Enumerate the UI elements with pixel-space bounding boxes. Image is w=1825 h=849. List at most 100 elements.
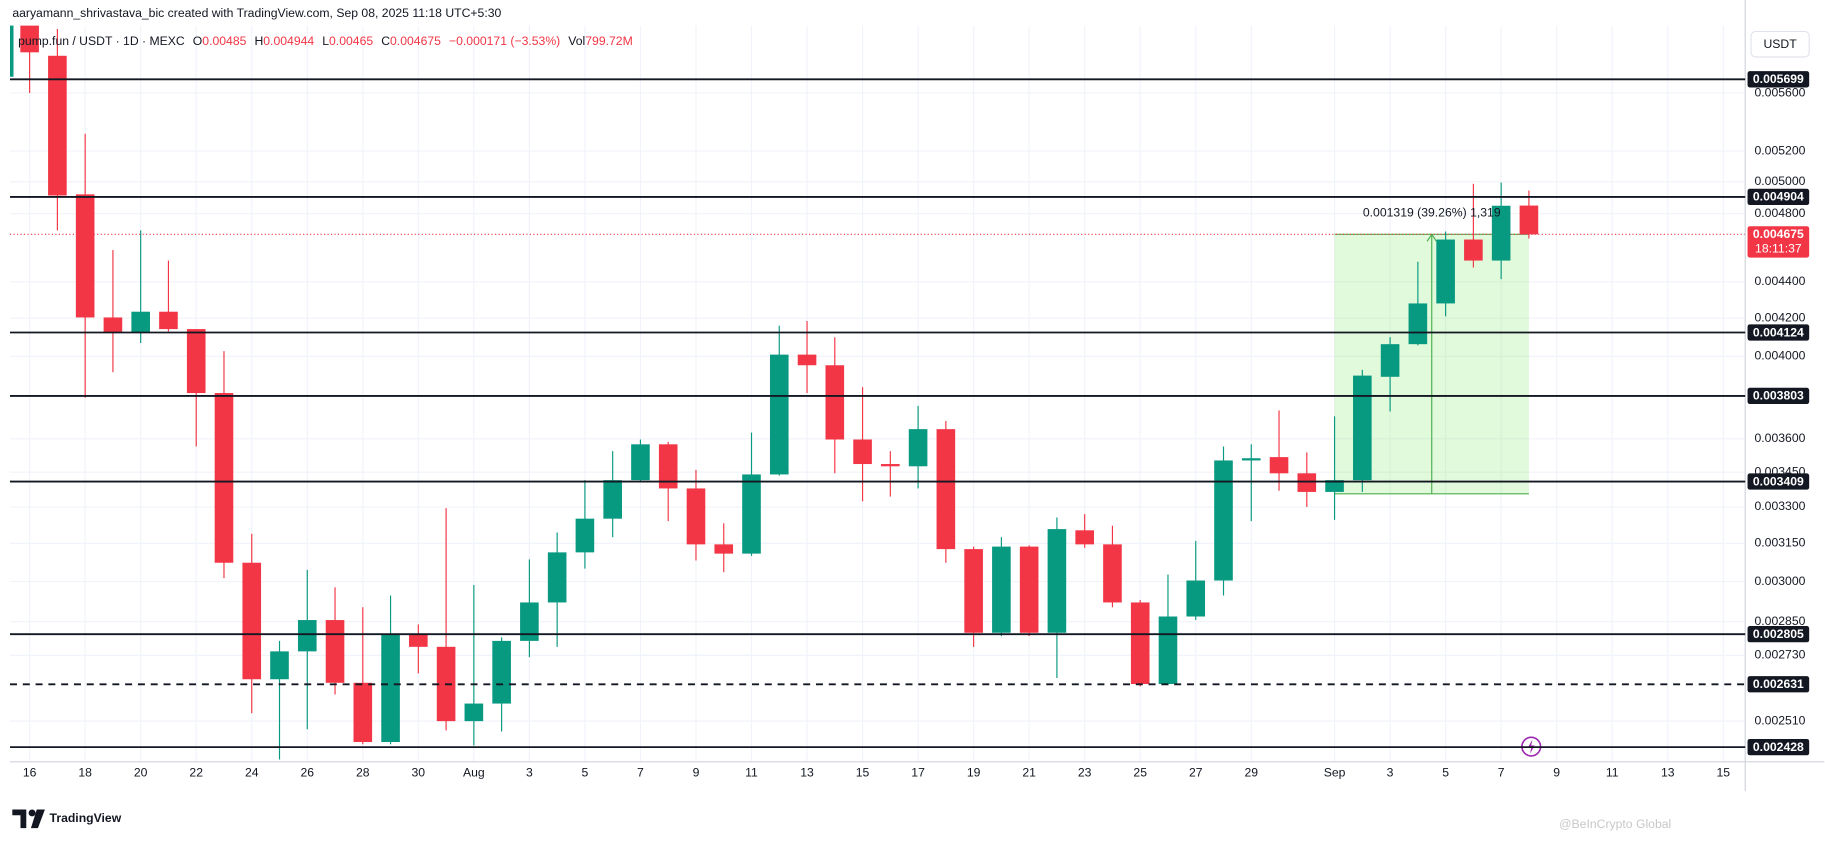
x-tick-label: 11 <box>1606 766 1619 780</box>
candle-body <box>1019 546 1039 633</box>
candle-body <box>1241 458 1261 461</box>
x-tick-label: 9 <box>1553 766 1560 780</box>
x-tick-label: 7 <box>637 766 644 780</box>
x-tick-label: 26 <box>300 766 314 780</box>
l-label: L <box>322 34 329 48</box>
x-tick-label: 21 <box>1022 766 1036 780</box>
level-label: 0.002805 <box>1753 627 1804 641</box>
x-tick-label: 25 <box>1133 766 1147 780</box>
candle-body <box>1186 580 1206 617</box>
x-tick-label: 28 <box>356 766 370 780</box>
y-tick-label: 0.003000 <box>1755 574 1806 588</box>
candle-body <box>186 329 206 394</box>
measure-arrowhead <box>1426 233 1437 242</box>
candle-body <box>48 55 67 196</box>
x-tick-label: 9 <box>693 766 700 780</box>
x-tick-label: 3 <box>526 766 533 780</box>
x-tick-label: 20 <box>134 766 148 780</box>
grid <box>10 25 1746 762</box>
candle-body <box>686 488 706 545</box>
candle-body <box>992 546 1011 633</box>
x-tick-label: 27 <box>1189 766 1203 780</box>
candle-body <box>242 562 262 680</box>
level-tag <box>1747 676 1810 693</box>
y-tick-label: 0.002730 <box>1755 648 1806 662</box>
candle-body <box>381 633 400 742</box>
h-value: 0.004944 <box>263 34 314 48</box>
vol-value: 799.72M <box>585 34 633 48</box>
y-tick-label: 0.005200 <box>1755 143 1806 157</box>
o-label: O <box>193 34 202 48</box>
candle-body <box>769 354 789 475</box>
vol-label: Vol <box>568 34 585 48</box>
x-tick-label: Aug <box>463 766 485 780</box>
y-tick-label: 0.004800 <box>1755 206 1806 220</box>
level-tag <box>1747 473 1810 490</box>
candle-body <box>908 429 928 467</box>
brand-logo <box>12 809 45 829</box>
candle-body <box>1491 205 1511 261</box>
candle-body <box>1353 375 1372 481</box>
brand: TradingView <box>50 811 122 825</box>
level-tag <box>1747 71 1810 88</box>
x-tick-label: 15 <box>856 766 870 780</box>
candle-body <box>1408 303 1428 345</box>
candle-body <box>1464 239 1483 261</box>
candle-body <box>575 518 595 553</box>
x-tick-label: 16 <box>23 766 37 780</box>
x-tick-label: 17 <box>911 766 925 780</box>
x-tick-label: 23 <box>1078 766 1092 780</box>
candle-body <box>464 703 484 722</box>
change: −0.000171 (−3.53%) <box>449 34 560 48</box>
candle-body <box>825 365 845 440</box>
candle-body <box>75 194 95 318</box>
x-tick-label: 11 <box>745 766 758 780</box>
y-tick-label: 0.004200 <box>1755 310 1806 324</box>
candle-body <box>1214 460 1233 581</box>
candle-body <box>325 620 345 683</box>
x-tick-label: 18 <box>78 766 92 780</box>
x-tick-label: 30 <box>412 766 426 780</box>
candle-body <box>631 444 650 481</box>
candle-body <box>1130 602 1150 684</box>
x-tick-label: 13 <box>800 766 814 780</box>
candle-body <box>270 651 289 680</box>
x-tick-label: 19 <box>967 766 981 780</box>
level-tag <box>1747 324 1810 341</box>
x-tick-label: 5 <box>1442 766 1449 780</box>
level-label: 0.003803 <box>1753 389 1804 403</box>
candle-body <box>159 311 178 330</box>
level-label: 0.002631 <box>1753 677 1804 691</box>
y-tick-label: 0.004400 <box>1755 274 1806 288</box>
level-label: 0.005699 <box>1753 72 1804 86</box>
candle-body <box>742 474 761 554</box>
legend: pump.fun / USDT · 1D · MEXC O0.00485 H0.… <box>18 34 633 48</box>
candle-body <box>1158 616 1178 684</box>
candle-body <box>936 429 956 550</box>
candle-body <box>20 25 39 53</box>
candle-body <box>1047 529 1067 633</box>
level-tag <box>1747 738 1810 756</box>
level-label: 0.004124 <box>1753 325 1804 339</box>
currency-box[interactable] <box>1750 30 1810 58</box>
x-tick-label: 7 <box>1498 766 1505 780</box>
level-tag <box>1747 188 1810 206</box>
y-tick-label: 0.003150 <box>1755 536 1806 550</box>
y-tick-label: 0.003300 <box>1755 499 1806 513</box>
candle-body <box>1436 239 1455 304</box>
candle-body <box>1103 544 1122 603</box>
candle-body <box>520 602 539 641</box>
price-label: 0.004675 <box>1753 227 1804 241</box>
candle-body <box>1269 457 1289 474</box>
candle-body <box>297 620 317 652</box>
level-tag <box>1747 626 1810 643</box>
candle-body <box>603 480 622 519</box>
level-label: 0.003409 <box>1753 474 1804 488</box>
c-value: 0.004675 <box>390 34 441 48</box>
x-tick-label: Sep <box>1324 766 1346 780</box>
currency[interactable]: USDT <box>1763 37 1797 51</box>
candle-body <box>1325 480 1344 492</box>
level-label: 0.004904 <box>1753 190 1804 204</box>
candle-body <box>1519 205 1539 235</box>
candle-body <box>131 311 150 333</box>
